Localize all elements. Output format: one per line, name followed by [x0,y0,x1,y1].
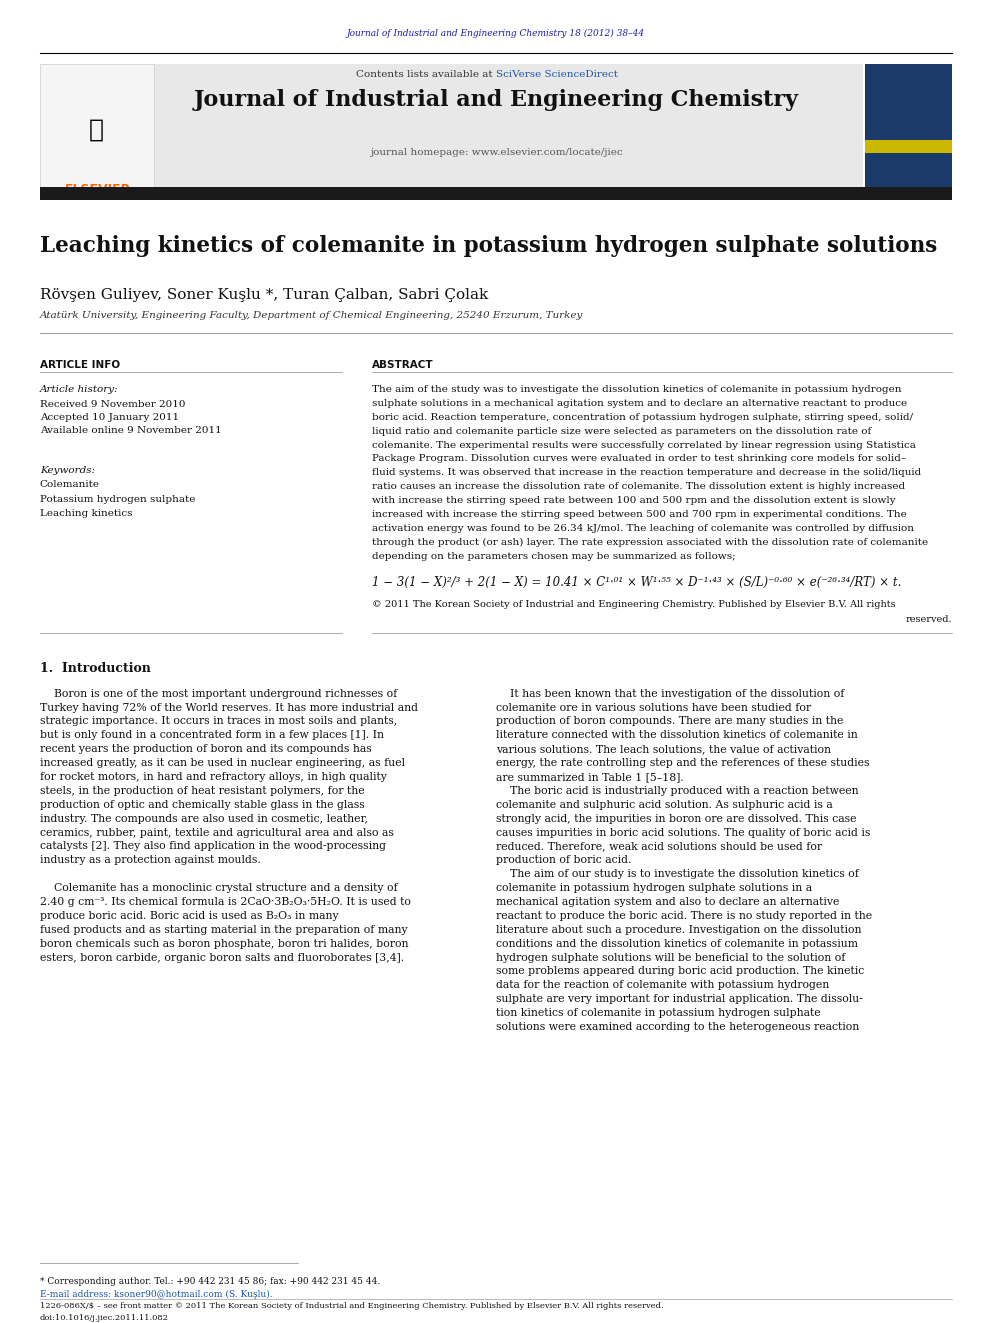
Text: Journal of Industrial and Engineering Chemistry 18 (2012) 38–44: Journal of Industrial and Engineering Ch… [347,29,645,38]
Text: some problems appeared during boric acid production. The kinetic: some problems appeared during boric acid… [496,967,864,976]
FancyBboxPatch shape [40,64,154,196]
Text: esters, boron carbide, organic boron salts and fluoroborates [3,4].: esters, boron carbide, organic boron sal… [40,953,404,963]
Text: but is only found in a concentrated form in a few places [1]. In: but is only found in a concentrated form… [40,730,384,741]
Text: increased with increase the stirring speed between 500 and 700 rpm in experiment: increased with increase the stirring spe… [372,509,907,519]
Text: fused products and as starting material in the preparation of many: fused products and as starting material … [40,925,408,935]
Text: 2.40 g cm⁻³. Its chemical formula is 2CaO·3B₂O₃·5H₂O. It is used to: 2.40 g cm⁻³. Its chemical formula is 2Ca… [40,897,411,908]
Text: Article history:: Article history: [40,385,118,394]
Text: industry as a protection against moulds.: industry as a protection against moulds. [40,856,261,865]
Text: produce boric acid. Boric acid is used as B₂O₃ in many: produce boric acid. Boric acid is used a… [40,912,338,921]
Text: E-mail address: ksoner90@hotmail.com (S. Kuşlu).: E-mail address: ksoner90@hotmail.com (S.… [40,1290,273,1299]
Text: strategic importance. It occurs in traces in most soils and plants,: strategic importance. It occurs in trace… [40,717,397,726]
Text: Available online 9 November 2011: Available online 9 November 2011 [40,426,221,435]
Text: colemanite. The experimental results were successfully correlated by linear regr: colemanite. The experimental results wer… [372,441,916,450]
Text: mechanical agitation system and also to declare an alternative: mechanical agitation system and also to … [496,897,839,908]
Text: reserved.: reserved. [906,614,952,623]
Text: It has been known that the investigation of the dissolution of: It has been known that the investigation… [496,689,844,699]
Text: literature connected with the dissolution kinetics of colemanite in: literature connected with the dissolutio… [496,730,858,741]
Text: strongly acid, the impurities in boron ore are dissolved. This case: strongly acid, the impurities in boron o… [496,814,856,824]
Text: Received 9 November 2010: Received 9 November 2010 [40,400,186,409]
Text: sulphate solutions in a mechanical agitation system and to declare an alternativ: sulphate solutions in a mechanical agita… [372,400,907,407]
Text: causes impurities in boric acid solutions. The quality of boric acid is: causes impurities in boric acid solution… [496,828,870,837]
Text: steels, in the production of heat resistant polymers, for the: steels, in the production of heat resist… [40,786,364,796]
FancyBboxPatch shape [865,140,952,153]
Text: various solutions. The leach solutions, the value of activation: various solutions. The leach solutions, … [496,744,831,754]
Text: sulphate are very important for industrial application. The dissolu-: sulphate are very important for industri… [496,995,863,1004]
Text: ELSEVIER: ELSEVIER [64,183,131,196]
Text: 1.  Introduction: 1. Introduction [40,662,151,675]
Text: data for the reaction of colemanite with potassium hydrogen: data for the reaction of colemanite with… [496,980,829,991]
Text: are summarized in Table 1 [5–18].: are summarized in Table 1 [5–18]. [496,773,683,782]
Text: colemanite in potassium hydrogen sulphate solutions in a: colemanite in potassium hydrogen sulphat… [496,884,812,893]
Text: Journal of Industrial and Engineering Chemistry: Journal of Industrial and Engineering Ch… [193,89,799,111]
Text: production of optic and chemically stable glass in the glass: production of optic and chemically stabl… [40,799,364,810]
Text: Colemanite: Colemanite [40,480,99,490]
Text: 1 − 3(1 − X)²/³ + 2(1 − X) = 10.41 × C¹·⁰¹ × W¹·⁵⁵ × D⁻¹·⁴³ × (S/L)⁻⁰·⁶⁰ × e(⁻²⁶: 1 − 3(1 − X)²/³ + 2(1 − X) = 10.41 × C¹·… [372,577,902,589]
Text: Keywords:: Keywords: [40,466,95,475]
Text: 1226-086X/$ – see front matter © 2011 The Korean Society of Industrial and Engin: 1226-086X/$ – see front matter © 2011 Th… [40,1302,664,1310]
Text: Contents lists available at: Contents lists available at [356,70,496,79]
Text: production of boric acid.: production of boric acid. [496,856,631,865]
Text: SciVerse ScienceDirect: SciVerse ScienceDirect [496,70,618,79]
Text: Boron is one of the most important underground richnesses of: Boron is one of the most important under… [40,689,397,699]
Text: * Corresponding author. Tel.: +90 442 231 45 86; fax: +90 442 231 45 44.: * Corresponding author. Tel.: +90 442 23… [40,1277,380,1286]
Text: reactant to produce the boric acid. There is no study reported in the: reactant to produce the boric acid. Ther… [496,912,872,921]
Text: Rövşen Guliyev, Soner Kuşlu *, Turan Çalban, Sabri Çolak: Rövşen Guliyev, Soner Kuşlu *, Turan Çal… [40,288,488,303]
Text: Potassium hydrogen sulphate: Potassium hydrogen sulphate [40,495,195,504]
Text: recent years the production of boron and its compounds has: recent years the production of boron and… [40,744,371,754]
Text: boron chemicals such as boron phosphate, boron tri halides, boron: boron chemicals such as boron phosphate,… [40,939,408,949]
Text: journal homepage: www.elsevier.com/locate/jiec: journal homepage: www.elsevier.com/locat… [370,148,622,157]
Text: Atatürk University, Engineering Faculty, Department of Chemical Engineering, 252: Atatürk University, Engineering Faculty,… [40,311,583,320]
Text: ratio causes an increase the dissolution rate of colemanite. The dissolution ext: ratio causes an increase the dissolution… [372,483,905,491]
Text: Colemanite has a monoclinic crystal structure and a density of: Colemanite has a monoclinic crystal stru… [40,884,398,893]
FancyBboxPatch shape [865,64,952,196]
Text: conditions and the dissolution kinetics of colemanite in potassium: conditions and the dissolution kinetics … [496,939,858,949]
Text: The aim of the study was to investigate the dissolution kinetics of colemanite i: The aim of the study was to investigate … [372,385,902,394]
Text: liquid ratio and colemanite particle size were selected as parameters on the dis: liquid ratio and colemanite particle siz… [372,426,871,435]
Text: activation energy was found to be 26.34 kJ/mol. The leaching of colemanite was c: activation energy was found to be 26.34 … [372,524,914,533]
Text: energy, the rate controlling step and the references of these studies: energy, the rate controlling step and th… [496,758,870,769]
Text: 🌳: 🌳 [88,118,104,142]
Text: The boric acid is industrially produced with a reaction between: The boric acid is industrially produced … [496,786,859,796]
Text: © 2011 The Korean Society of Industrial and Engineering Chemistry. Published by : © 2011 The Korean Society of Industrial … [372,601,896,609]
Text: depending on the parameters chosen may be summarized as follows;: depending on the parameters chosen may b… [372,552,736,561]
Text: Leaching kinetics of colemanite in potassium hydrogen sulphate solutions: Leaching kinetics of colemanite in potas… [40,235,936,258]
Text: ABSTRACT: ABSTRACT [372,360,434,370]
Text: fluid systems. It was observed that increase in the reaction temperature and dec: fluid systems. It was observed that incr… [372,468,922,478]
Text: Accepted 10 January 2011: Accepted 10 January 2011 [40,413,179,422]
FancyBboxPatch shape [40,187,952,200]
Text: The aim of our study is to investigate the dissolution kinetics of: The aim of our study is to investigate t… [496,869,859,880]
Text: hydrogen sulphate solutions will be beneficial to the solution of: hydrogen sulphate solutions will be bene… [496,953,845,963]
Text: production of boron compounds. There are many studies in the: production of boron compounds. There are… [496,717,843,726]
FancyBboxPatch shape [154,64,863,196]
Text: catalysts [2]. They also find application in the wood-processing: catalysts [2]. They also find applicatio… [40,841,386,852]
Text: with increase the stirring speed rate between 100 and 500 rpm and the dissolutio: with increase the stirring speed rate be… [372,496,896,505]
Text: colemanite and sulphuric acid solution. As sulphuric acid is a: colemanite and sulphuric acid solution. … [496,799,832,810]
Text: increased greatly, as it can be used in nuclear engineering, as fuel: increased greatly, as it can be used in … [40,758,405,769]
Text: Package Program. Dissolution curves were evaluated in order to test shrinking co: Package Program. Dissolution curves were… [372,454,906,463]
Text: tion kinetics of colemanite in potassium hydrogen sulphate: tion kinetics of colemanite in potassium… [496,1008,820,1019]
Text: solutions were examined according to the heterogeneous reaction: solutions were examined according to the… [496,1023,859,1032]
Text: colemanite ore in various solutions have been studied for: colemanite ore in various solutions have… [496,703,811,713]
Text: for rocket motors, in hard and refractory alloys, in high quality: for rocket motors, in hard and refractor… [40,773,387,782]
Text: literature about such a procedure. Investigation on the dissolution: literature about such a procedure. Inves… [496,925,861,935]
Text: boric acid. Reaction temperature, concentration of potassium hydrogen sulphate, : boric acid. Reaction temperature, concen… [372,413,913,422]
Text: ceramics, rubber, paint, textile and agricultural area and also as: ceramics, rubber, paint, textile and agr… [40,828,394,837]
Text: through the product (or ash) layer. The rate expression associated with the diss: through the product (or ash) layer. The … [372,537,929,546]
Text: doi:10.1016/j.jiec.2011.11.082: doi:10.1016/j.jiec.2011.11.082 [40,1314,169,1322]
Text: Turkey having 72% of the World reserves. It has more industrial and: Turkey having 72% of the World reserves.… [40,703,418,713]
Text: reduced. Therefore, weak acid solutions should be used for: reduced. Therefore, weak acid solutions … [496,841,822,852]
Text: ARTICLE INFO: ARTICLE INFO [40,360,120,370]
Text: Leaching kinetics: Leaching kinetics [40,509,132,519]
Text: industry. The compounds are also used in cosmetic, leather,: industry. The compounds are also used in… [40,814,368,824]
